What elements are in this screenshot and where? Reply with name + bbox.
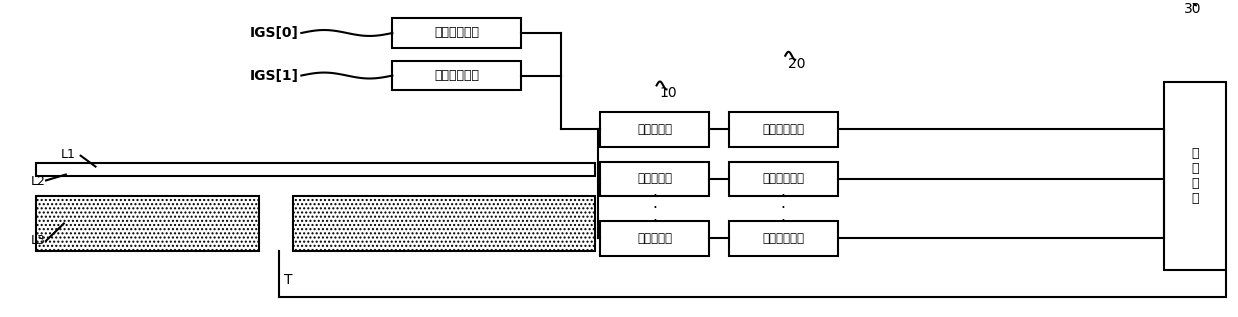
FancyBboxPatch shape: [1164, 82, 1226, 270]
FancyBboxPatch shape: [392, 18, 521, 48]
FancyBboxPatch shape: [600, 162, 709, 196]
Text: 电荷放大器: 电荷放大器: [638, 232, 672, 245]
Text: 第二选择开关: 第二选择开关: [435, 69, 479, 82]
FancyBboxPatch shape: [729, 112, 838, 147]
Text: 控
制
模
块: 控 制 模 块: [1191, 147, 1198, 205]
Bar: [36, 163, 595, 177]
Text: L2: L2: [31, 175, 46, 188]
Text: ·
·
·: · · ·: [652, 189, 657, 229]
Text: 信号处理模块: 信号处理模块: [763, 123, 805, 136]
FancyBboxPatch shape: [729, 221, 838, 256]
Text: IGS[1]: IGS[1]: [249, 68, 298, 82]
FancyBboxPatch shape: [600, 221, 709, 256]
Text: ·
·
·: · · ·: [781, 189, 786, 229]
Text: IGS[0]: IGS[0]: [250, 26, 298, 40]
Bar: [36, 196, 259, 251]
FancyBboxPatch shape: [600, 112, 709, 147]
Text: 20: 20: [789, 57, 806, 71]
Text: L3: L3: [31, 234, 46, 247]
Text: 30: 30: [1184, 2, 1202, 16]
Bar: [293, 196, 595, 251]
FancyBboxPatch shape: [729, 162, 838, 196]
Text: 信号处理模块: 信号处理模块: [763, 172, 805, 185]
Text: 电荷放大器: 电荷放大器: [638, 123, 672, 136]
Text: 信号处理模块: 信号处理模块: [763, 232, 805, 245]
Text: 电荷放大器: 电荷放大器: [638, 172, 672, 185]
FancyBboxPatch shape: [392, 61, 521, 90]
Text: L1: L1: [61, 148, 76, 161]
Text: T: T: [284, 273, 292, 287]
Text: 10: 10: [660, 86, 677, 100]
Text: 第一选择开关: 第一选择开关: [435, 27, 479, 40]
